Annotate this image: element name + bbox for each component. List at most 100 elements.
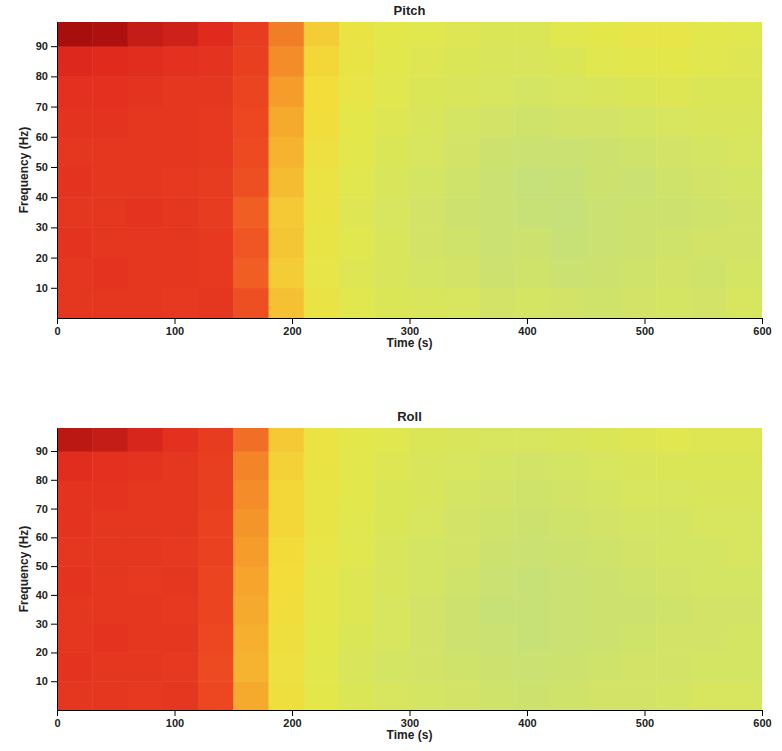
y-tick-mark [51,566,57,567]
cell [233,137,269,168]
cell [374,681,410,710]
cell [445,681,481,710]
cell [515,137,551,168]
cell [233,451,269,480]
cell [163,652,199,681]
cell [586,451,622,480]
cell [163,537,199,566]
cell [374,624,410,653]
cell [656,652,692,681]
cell [374,652,410,681]
cell [551,681,587,710]
x-tick-mark [175,710,176,716]
cell [621,227,657,258]
cell [586,107,622,138]
x-tick-label: 200 [283,325,301,337]
y-axis-line [57,23,58,319]
cell [515,107,551,138]
cell [304,288,340,318]
x-tick-label: 600 [753,717,771,729]
cell [410,566,446,595]
cell [339,595,375,624]
cell [445,537,481,566]
x-tick-label: 400 [518,325,536,337]
cell [163,46,199,77]
cell [92,288,128,318]
y-tick-mark [51,197,57,198]
cell [692,288,728,318]
cell [57,107,93,138]
cell [410,22,446,47]
cell [304,652,340,681]
cell [128,428,164,452]
y-tick: 50 [36,560,57,572]
cell [551,428,587,452]
cell [727,197,762,228]
cell [551,227,587,258]
x-tick: 400 [518,710,536,729]
cell [57,288,93,318]
cell [727,509,762,538]
cell [656,509,692,538]
cell [515,509,551,538]
cell [128,288,164,318]
cell [621,595,657,624]
cell [692,681,728,710]
cell [445,22,481,47]
cell [480,537,516,566]
cell [621,107,657,138]
cell [692,76,728,107]
x-tick-mark [57,710,58,716]
cell [480,595,516,624]
cell [515,197,551,228]
y-axis: 102030405060708090 [36,23,58,319]
y-tick-mark [51,624,57,625]
x-tick: 500 [636,710,654,729]
y-axis-title: Frequency (Hz) [17,127,31,214]
y-tick-mark [51,652,57,653]
cell [515,167,551,198]
cell [304,428,340,452]
cell [515,681,551,710]
cell [374,167,410,198]
x-tick-label: 0 [54,717,60,729]
x-tick: 100 [166,318,184,337]
cell [656,451,692,480]
cell [57,681,93,710]
cell [727,566,762,595]
cell [692,107,728,138]
cell [304,137,340,168]
cell [445,428,481,452]
y-tick-label: 50 [36,560,48,572]
cell [269,537,305,566]
cell [621,167,657,198]
cell [515,428,551,452]
cell [374,258,410,289]
cell [233,624,269,653]
cell [727,258,762,289]
cell [233,167,269,198]
cells [57,22,762,318]
y-tick: 80 [36,474,57,486]
cell [621,566,657,595]
cell [515,652,551,681]
cell [198,46,234,77]
x-tick-mark [762,318,763,324]
cell [198,451,234,480]
cell [656,22,692,47]
cell [163,22,199,47]
cell [480,46,516,77]
cell [92,46,128,77]
cell [304,46,340,77]
y-axis-line [57,429,58,711]
cell [692,258,728,289]
cell [515,480,551,509]
title: Roll [397,409,422,424]
cell [551,509,587,538]
cell [304,451,340,480]
cell [233,22,269,47]
cell [480,22,516,47]
cell [445,227,481,258]
cell [92,197,128,228]
x-tick-mark [762,710,763,716]
